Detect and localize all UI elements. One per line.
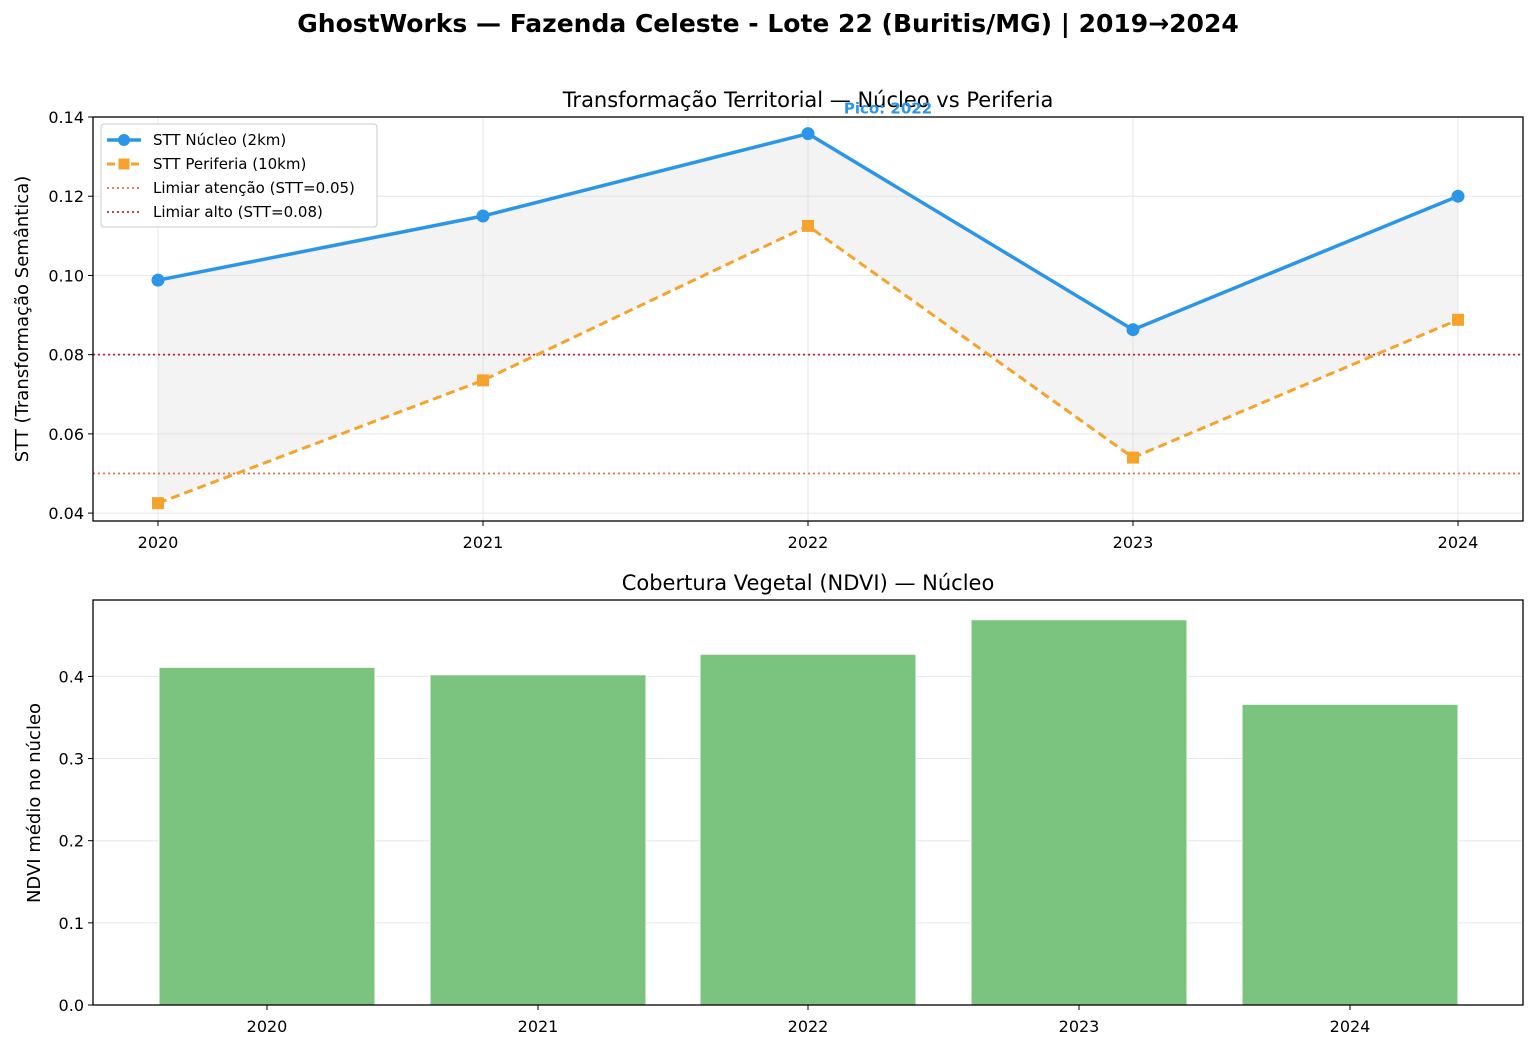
point-periferia-2024: [1452, 313, 1464, 326]
ndvi-bars: [158, 619, 1459, 1006]
point-periferia-2020: [152, 497, 164, 510]
ndvi-y-tick-label: 0.0: [59, 996, 84, 1015]
legend-item-limiar-atencao: Limiar atenção (STT=0.05): [107, 179, 355, 197]
ndvi-x-tick-label: 2022: [788, 1017, 829, 1036]
figure-suptitle: GhostWorks — Fazenda Celeste - Lote 22 (…: [297, 9, 1238, 38]
stt-y-ticks: 0.04 0.06 0.08 0.10 0.12 0.14: [48, 108, 93, 523]
stt-threshold-lines: [93, 353, 1523, 475]
ndvi-x-tick-label: 2021: [518, 1017, 559, 1036]
point-nucleo-2024: [1451, 189, 1465, 203]
ndvi-x-ticks: 2020 2021 2022 2023 2024: [247, 1005, 1371, 1036]
ndvi-bar-2023: [970, 619, 1188, 1006]
legend-item-nucleo: STT Núcleo (2km): [107, 131, 286, 149]
point-nucleo-2023: [1126, 323, 1140, 337]
stt-y-tick-label: 0.04: [48, 504, 84, 523]
ndvi-x-tick-label: 2020: [247, 1017, 288, 1036]
point-periferia-2021: [477, 374, 489, 387]
legend-box: [100, 123, 378, 228]
stt-y-tick-label: 0.12: [48, 187, 84, 206]
point-nucleo-2021: [476, 209, 490, 223]
ndvi-chart-title: Cobertura Vegetal (NDVI) — Núcleo: [622, 571, 995, 595]
ndvi-bar-2021: [429, 674, 647, 1006]
stt-x-tick-label: 2024: [1438, 533, 1479, 552]
stt-x-tick-label: 2021: [463, 533, 504, 552]
point-nucleo-2022: [801, 127, 815, 141]
stt-y-tick-label: 0.06: [48, 425, 84, 444]
legend-label-periferia: STT Periferia (10km): [153, 155, 306, 173]
stt-y-tick-label: 0.14: [48, 108, 84, 127]
ndvi-y-tick-label: 0.4: [59, 667, 84, 686]
stt-y-tick-label: 0.08: [48, 346, 84, 365]
legend-label-limiar-atencao: Limiar atenção (STT=0.05): [153, 179, 355, 197]
point-nucleo-2020: [151, 273, 165, 287]
ndvi-bar-2024: [1241, 703, 1459, 1006]
ndvi-y-tick-label: 0.2: [59, 832, 84, 851]
stt-x-tick-label: 2022: [788, 533, 829, 552]
ndvi-y-tick-label: 0.3: [59, 750, 84, 769]
ndvi-bar-2022: [699, 653, 917, 1006]
stt-y-axis-label: STT (Transformação Semântica): [12, 176, 33, 463]
stt-chart-title: Transformação Territorial — Núcleo vs Pe…: [562, 88, 1054, 112]
ndvi-x-tick-label: 2023: [1059, 1017, 1100, 1036]
stt-fill-between: [158, 133, 1458, 504]
stt-y-tick-label: 0.10: [48, 266, 84, 285]
ndvi-y-ticks: 0.0 0.1 0.2 0.3 0.4: [59, 667, 93, 1015]
stt-x-ticks: 2020 2021 2022 2023 2024: [138, 521, 1479, 552]
ndvi-bar-2020: [158, 666, 376, 1006]
peak-annotation: Pico: 2022: [844, 100, 932, 118]
stt-fill-area: [158, 133, 1458, 504]
stt-x-tick-label: 2023: [1113, 533, 1154, 552]
point-periferia-2022: [802, 219, 814, 232]
legend-item-periferia: STT Periferia (10km): [107, 155, 306, 173]
ndvi-x-tick-label: 2024: [1330, 1017, 1371, 1036]
stt-series: [151, 127, 1465, 510]
ndvi-y-tick-label: 0.1: [59, 914, 84, 933]
stt-line-chart: Transformação Territorial — Núcleo vs Pe…: [12, 88, 1524, 552]
legend-label-nucleo: STT Núcleo (2km): [153, 131, 286, 149]
stt-legend: STT Núcleo (2km) STT Periferia (10km) Li…: [100, 123, 378, 228]
ndvi-y-axis-label: NDVI médio no núcleo: [24, 703, 45, 903]
ndvi-bar-chart: Cobertura Vegetal (NDVI) — Núcleo NDVI m…: [24, 571, 1524, 1036]
stt-x-tick-label: 2020: [138, 533, 179, 552]
point-periferia-2023: [1127, 451, 1139, 464]
legend-label-limiar-alto: Limiar alto (STT=0.08): [153, 203, 323, 221]
legend-item-limiar-alto: Limiar alto (STT=0.08): [107, 203, 323, 221]
